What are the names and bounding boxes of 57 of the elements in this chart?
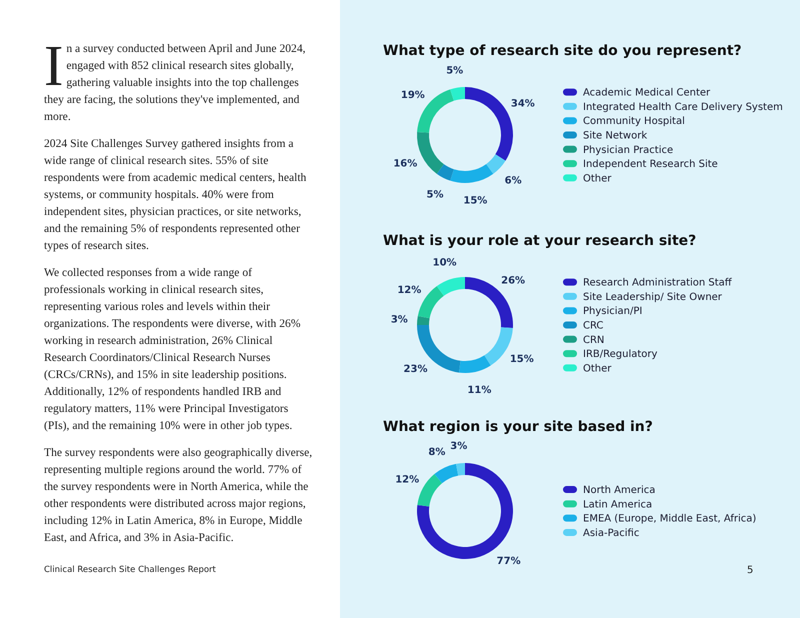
data-label: 26% (501, 275, 526, 286)
donut-slice (486, 154, 506, 174)
text: The survey respondents were also geographically diverse, representing multiple regions around the world. 77% of the survey respondents were in North America, while the other respondents were distributed across major regions, including 12% in Latin America, 8% in Europe, Middle East, and Africa, and 3% in Asia-Pacific. (44, 445, 314, 546)
data-label: 12% (397, 285, 422, 296)
donut-slice (434, 464, 458, 484)
text: 5 (747, 565, 754, 576)
data-label: 19% (400, 90, 425, 102)
legend-label: Research Administration Staff (583, 278, 733, 289)
donut-slice (417, 474, 442, 506)
donut-slice (458, 355, 491, 373)
legend-label: IRB/Regulatory (583, 349, 658, 360)
chart-title: What is your role at your research site? (383, 233, 696, 249)
data-label: 8% (428, 446, 446, 458)
legend-label: Integrated Health Care Delivery System (583, 102, 783, 113)
data-label: 5% (426, 189, 444, 200)
legend-label: Other (583, 173, 612, 184)
data-label: 34% (510, 98, 535, 110)
data-label: 11% (467, 384, 492, 396)
data-label: 3% (450, 440, 468, 452)
chart-title: What type of research site do you represent? (383, 43, 742, 59)
donut-slice (417, 316, 430, 325)
donut-slice (417, 132, 444, 174)
donut-slice (436, 164, 454, 181)
data-label: 12% (395, 474, 420, 486)
legend-label: Latin America (583, 499, 652, 510)
text: Clinical Research Site Challenges Report (44, 565, 216, 575)
legend-label: Independent Research Site (583, 159, 718, 170)
legend-label: Physician Practice (583, 144, 674, 156)
data-label: 23% (404, 364, 428, 376)
text: 2024 Site Challenges Survey gathered insights from a wide range of clinical research sites. 55% of site respondents were from academic medical centers, health systems, or community hospitals. 40% were from independent sites, physician practices, or site networks, and the remaining 5% of respondents represented other types of research sites. (44, 136, 308, 254)
legend-label: Site Network (583, 130, 648, 142)
legend-label: Physician/PI (583, 306, 642, 318)
legend-label: CRN (583, 334, 604, 346)
donut-slice (484, 327, 513, 366)
data-label: 3% (390, 314, 408, 326)
donut-slice (450, 164, 494, 183)
data-label: 15% (463, 196, 488, 207)
data-label: 77% (496, 556, 521, 568)
data-label: 15% (510, 354, 534, 366)
donut-slice (465, 87, 513, 161)
legend-label: North America (583, 485, 656, 496)
data-label: 6% (504, 176, 522, 187)
legend-label: Asia-Pacific (583, 528, 640, 539)
data-label: 16% (393, 158, 418, 170)
legend-label: Academic Medical Center (583, 88, 712, 99)
data-label: 10% (432, 258, 457, 269)
donut-slice (436, 277, 465, 296)
donut-slice (450, 87, 465, 101)
legend-label: EMEA (Europe, Middle East, Africa) (583, 514, 756, 525)
data-label: 5% (446, 65, 464, 76)
legend-label: CRC (583, 320, 604, 332)
legend-label: Other (583, 363, 612, 374)
legend-label: Community Hospital (583, 116, 685, 128)
legend-label: Site Leadership/ Site Owner (583, 292, 723, 303)
donut-slice (456, 463, 465, 476)
chart-title: What region is your site based in? (383, 419, 653, 435)
text: We collected responses from a wide range of professionals working in clinical research sites, representing various roles and levels within their organizations. The respondents were diverse, with 26% working in research administration, 26% Clinical Research Coordinators/Clinical Research Nurses (CRCs/CRNs), and 15% in site leadership positions. Additionally, 12% of respondents handled IRB and regulatory matters, 11% were Principal Investigators (PIs), and the remaining 10% were in other job types. (44, 266, 301, 432)
